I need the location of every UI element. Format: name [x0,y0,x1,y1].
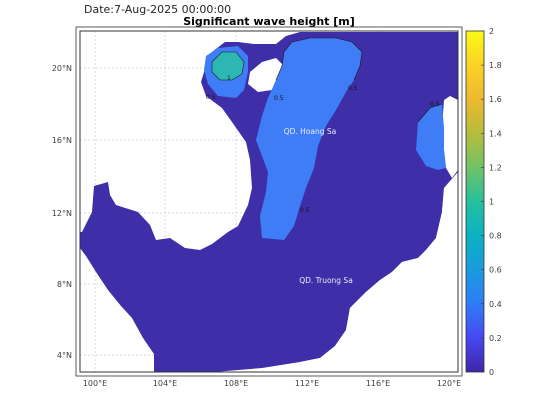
contour-label: 0.5 [300,207,310,214]
colorbar-tick-label: 0.2 [489,334,502,343]
contour-lines [211,37,443,123]
lat-tick: 4°N [57,351,72,360]
wave-zone-1.0 [212,52,244,80]
label-truong-sa: QD. Truong Sa [299,276,353,285]
lat-tick: 16°N [52,136,72,145]
colorbar-tick-label: 1.6 [489,95,502,104]
wave-zone-0.4-east [416,104,446,170]
colorbar-tick-label: 2 [489,27,494,36]
label-hoang-sa: QD. Hoang Sa [284,127,337,136]
lat-tick: 20°N [52,64,72,73]
lon-tick: 116°E [366,379,390,388]
wave-zone-0.4 [256,38,362,240]
colorbar-tick-label: 0.6 [489,266,502,275]
colorbar-tick-label: 1.2 [489,163,502,172]
map-outer-frame [75,26,463,377]
lon-tick: 100°E [83,379,107,388]
axis-labels: 100°E 104°E 108°E 112°E 116°E 120°E 20°N… [52,64,461,388]
land-borneo [290,172,458,372]
colorbar-ticks: 2 1.8 1.6 1.4 1.2 1 0.8 0.6 0.4 0.2 0 [481,27,502,377]
contour-label: 0.5 [274,95,284,102]
colorbar-tick-label: 0 [489,368,494,377]
contour-label: 0.5 [206,94,216,101]
date-label: Date:7-Aug-2025 00:00:00 [84,3,232,16]
colorbar-tick-label: 1.4 [489,129,502,138]
map-title: Significant wave height [m] [183,15,355,28]
land-luzon [442,96,458,178]
lon-tick: 112°E [295,379,319,388]
contour-label: 0.5 [348,85,358,92]
lon-tick: 104°E [153,379,177,388]
colorbar-tick-label: 1.8 [489,61,502,70]
lon-tick: 120°E [437,379,461,388]
contour-label-group: 1 0.5 0.5 0.5 0.5 0.5 [206,75,440,214]
contour-label: 1 [227,75,231,82]
colorbar-tick-label: 1 [489,198,494,207]
lon-tick: 108°E [224,379,248,388]
lat-tick: 8°N [57,280,72,289]
colorbar-tick-label: 0.8 [489,232,502,241]
map-frame [79,30,459,373]
map-layer: 1 0.5 0.5 0.5 0.5 0.5 QD. Hoang Sa QD. T… [80,31,458,372]
colorbar-tick-label: 0.4 [489,300,502,309]
lat-tick: 12°N [52,209,72,218]
contour-label: 0.5 [430,101,440,108]
